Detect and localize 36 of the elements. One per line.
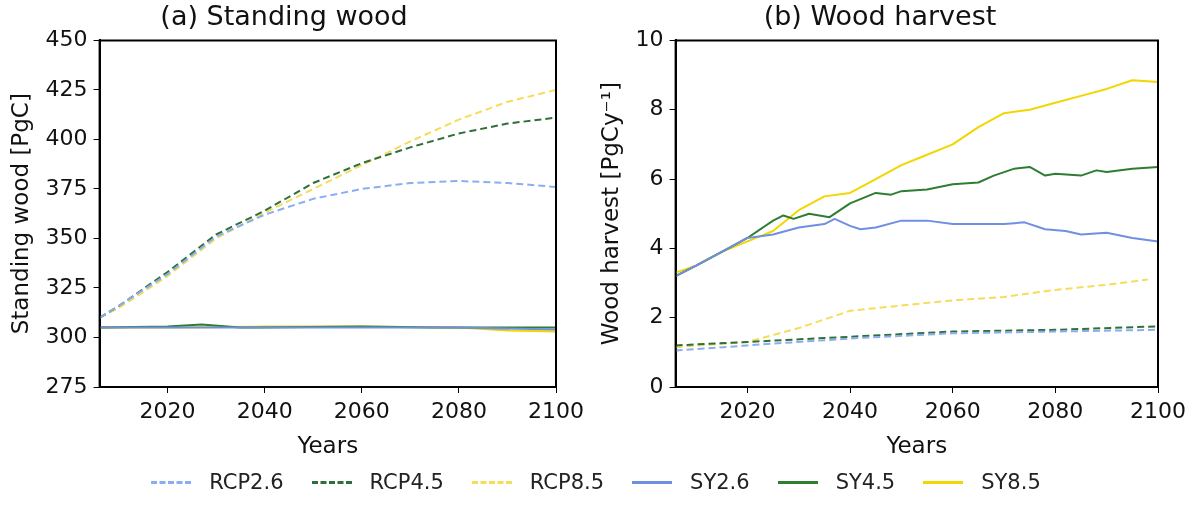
legend-label: SY2.6 — [690, 470, 750, 494]
y-tick-label: 6 — [649, 164, 664, 190]
x-tick-label: 2100 — [1130, 397, 1187, 423]
x-tick-label: 2020 — [719, 397, 776, 423]
y-tick-label: 325 — [45, 273, 88, 299]
x-tick-label: 2080 — [1027, 397, 1084, 423]
legend-label: SY4.5 — [835, 470, 896, 494]
y-tick-label: 4 — [649, 234, 664, 260]
legend-label: RCP8.5 — [529, 470, 605, 494]
y-tick-label: 2 — [649, 303, 664, 329]
legend-label: RCP2.6 — [209, 470, 284, 494]
chart-title: (a) Standing wood — [160, 0, 408, 32]
x-tick-label: 2040 — [822, 397, 879, 423]
y-tick-label: 450 — [45, 26, 88, 52]
x-tick-label: 2100 — [528, 397, 585, 423]
chart-title: (b) Wood harvest — [763, 0, 997, 32]
y-axis-title: Wood harvest [PgCy⁻¹] — [596, 82, 623, 346]
legend-label: SY8.5 — [981, 470, 1041, 494]
y-tick-label: 0 — [649, 372, 664, 398]
x-axis-title: Years — [296, 432, 359, 459]
y-tick-label: 375 — [45, 174, 88, 200]
y-tick-label: 275 — [45, 372, 88, 398]
x-tick-label: 2060 — [333, 397, 390, 423]
x-tick-label: 2020 — [139, 397, 196, 423]
y-axis-title: Standing wood [PgC] — [6, 93, 33, 335]
y-tick-label: 425 — [45, 75, 88, 101]
y-tick-label: 400 — [45, 125, 88, 151]
y-tick-label: 300 — [45, 323, 88, 349]
legend-label: RCP4.5 — [369, 470, 444, 494]
x-tick-label: 2060 — [924, 397, 981, 423]
y-tick-label: 8 — [649, 95, 664, 121]
y-tick-label: 10 — [635, 26, 664, 52]
x-tick-label: 2080 — [430, 397, 487, 423]
x-axis-title: Years — [885, 432, 948, 459]
x-tick-label: 2040 — [236, 397, 293, 423]
y-tick-label: 350 — [45, 224, 88, 250]
